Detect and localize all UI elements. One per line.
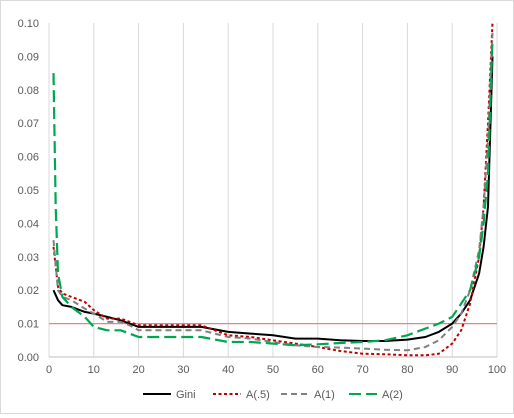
legend-label-a-5: A(.5) <box>246 389 270 401</box>
y-tick-label: 0.01 <box>18 319 39 331</box>
y-tick-label: 0.02 <box>18 285 39 297</box>
axis-layer: 0 10 20 30 40 50 60 70 80 90 100 0.00 0.01 0.02 0.03 0.… <box>18 18 507 376</box>
y-tick-label: 0.08 <box>18 85 39 97</box>
y-tick-label: 0.09 <box>18 51 39 63</box>
y-tick-label: 0.05 <box>18 185 39 197</box>
grid <box>48 23 498 357</box>
x-tick-label: 30 <box>177 364 189 376</box>
legend-label-a-2: A(2) <box>382 389 403 401</box>
x-tick-label: 60 <box>312 364 324 376</box>
x-tick-label: 70 <box>356 364 368 376</box>
y-tick-label: 0.00 <box>18 352 39 364</box>
y-tick-label: 0.07 <box>18 118 39 130</box>
x-tick-label: 20 <box>132 364 144 376</box>
x-tick-label: 90 <box>446 364 458 376</box>
legend: Gini A(.5) A(1) A(2) <box>143 389 403 401</box>
y-tick-label: 0.04 <box>18 218 39 230</box>
x-tick-label: 0 <box>46 364 52 376</box>
x-tick-label: 100 <box>488 364 506 376</box>
series-layer <box>52 22 494 357</box>
y-tick-label: 0.03 <box>18 252 39 264</box>
x-tick-label: 80 <box>401 364 413 376</box>
x-tick-label: 50 <box>267 364 279 376</box>
series-line-a-1 <box>52 32 494 352</box>
y-tick-label: 0.06 <box>18 152 39 164</box>
series-line-a-5 <box>52 22 494 357</box>
series-line-a-2 <box>52 39 494 347</box>
legend-label-gini: Gini <box>176 389 196 401</box>
y-tick-label: 0.10 <box>18 18 39 30</box>
x-tick-label: 10 <box>88 364 100 376</box>
x-tick-label: 40 <box>222 364 234 376</box>
legend-label-a-1: A(1) <box>314 389 335 401</box>
